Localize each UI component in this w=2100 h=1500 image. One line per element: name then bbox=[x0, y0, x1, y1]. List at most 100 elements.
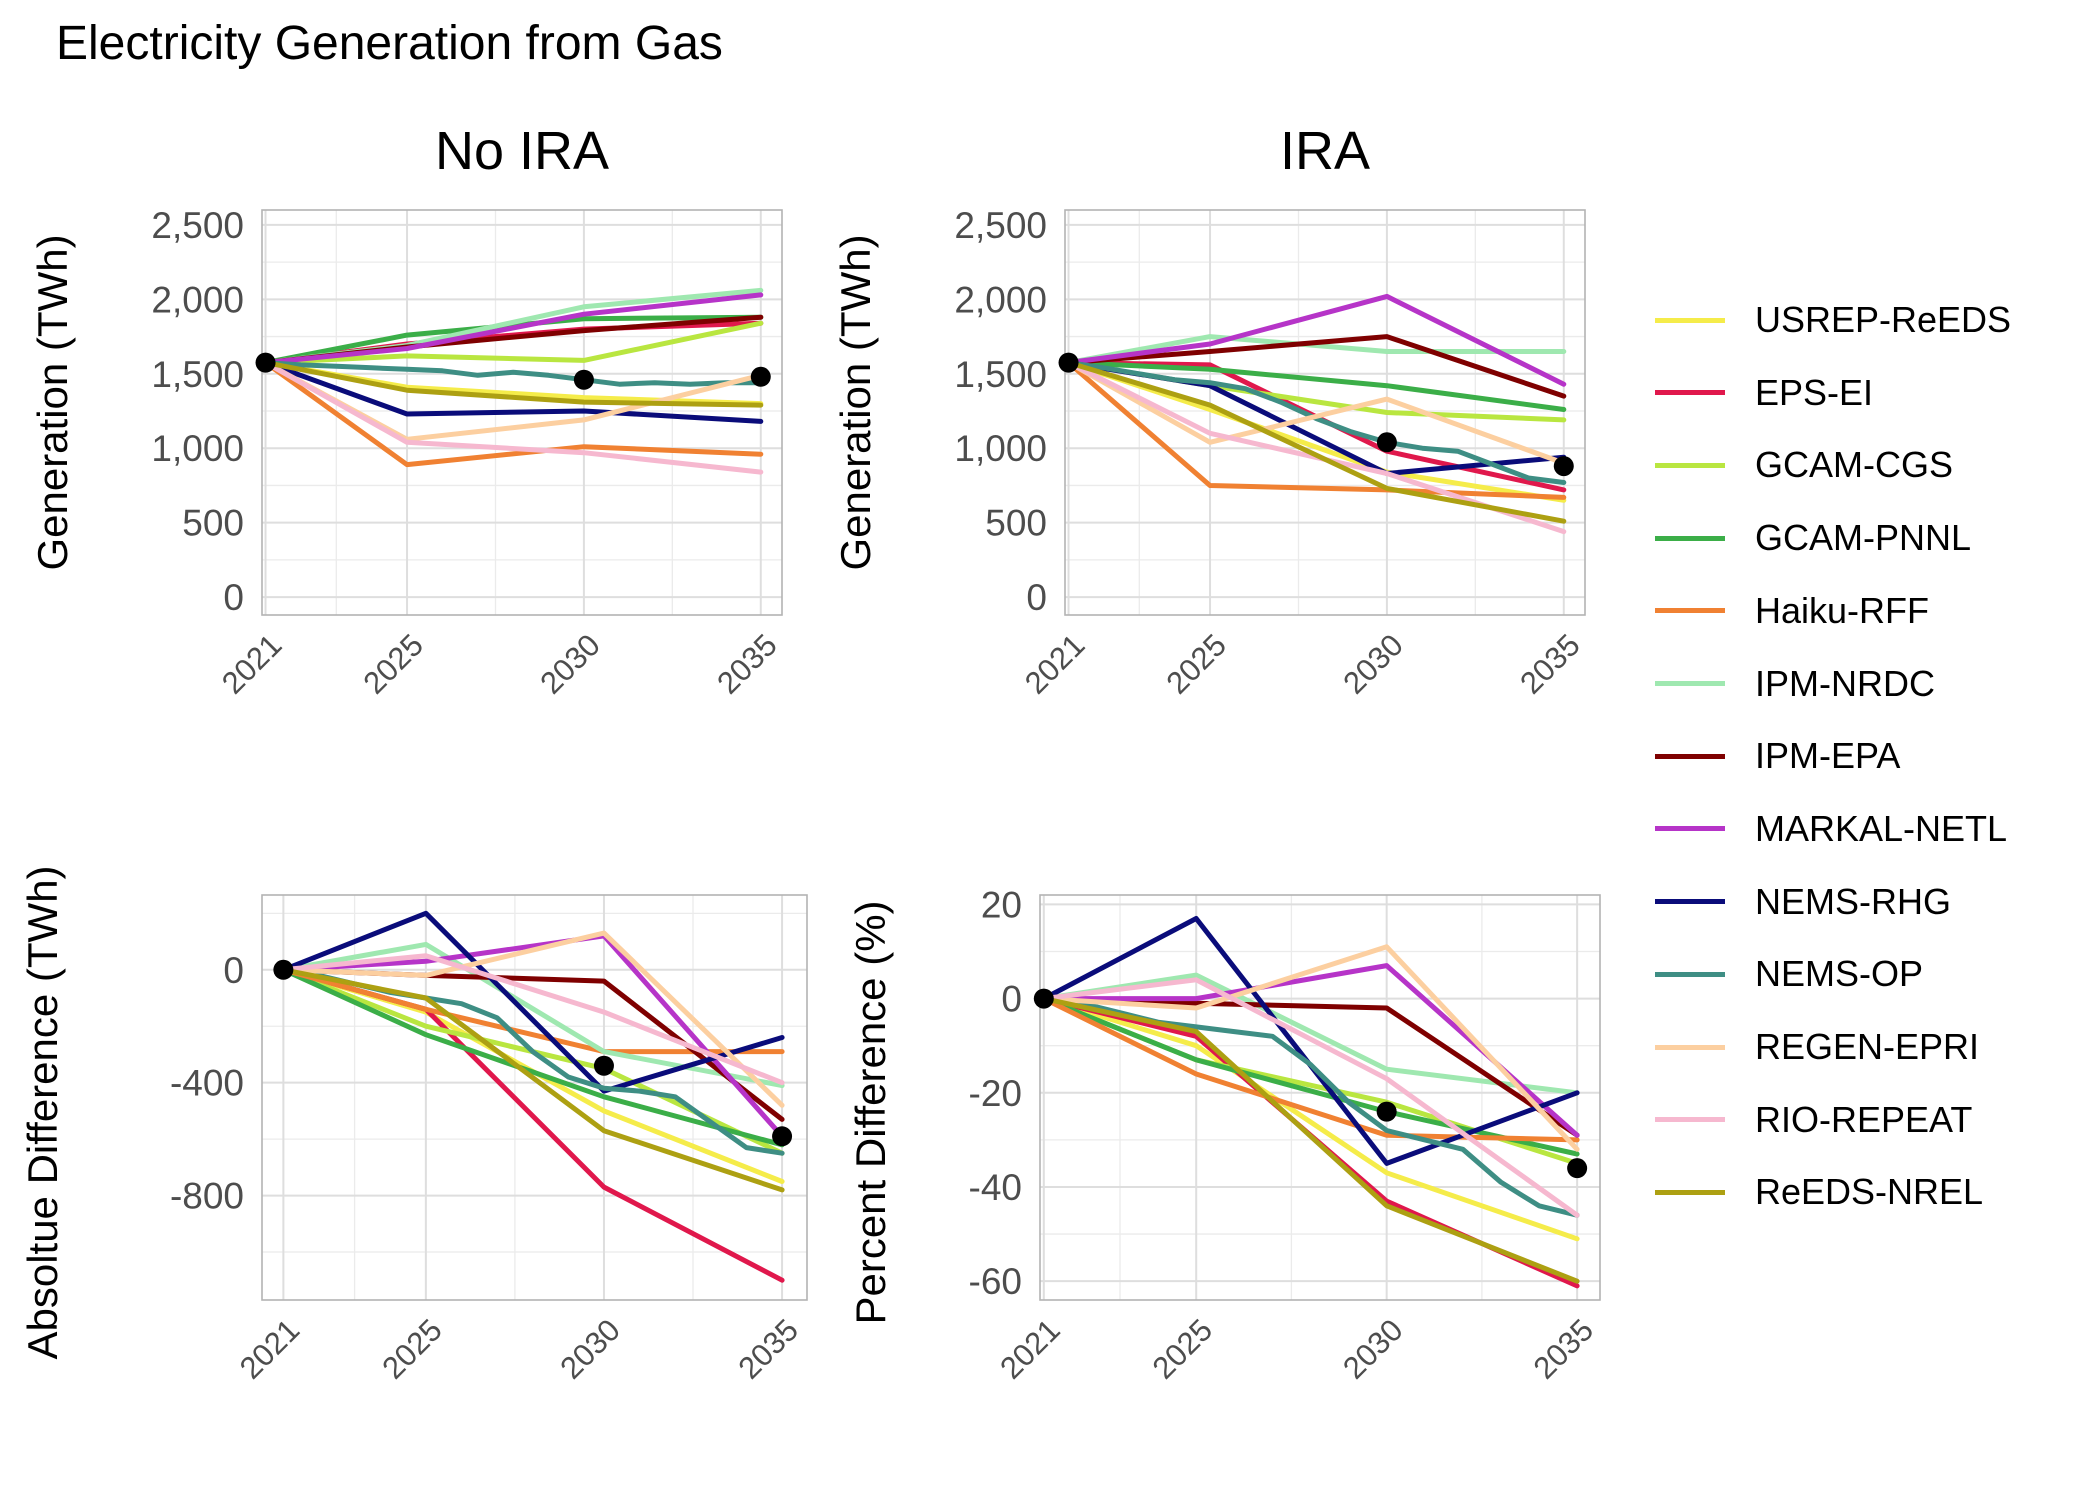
data-point bbox=[772, 1126, 793, 1147]
series-line-gcam-pnnl bbox=[1066, 360, 1567, 412]
series-line-haiku-rff bbox=[1041, 996, 1580, 1143]
series-line-rio-repeat bbox=[263, 360, 764, 475]
x-tick-label: 2035 bbox=[710, 627, 784, 701]
legend-item-usrep-reeds: USREP-ReEDS bbox=[1655, 299, 2012, 340]
x-tick-label: 2021 bbox=[233, 1312, 307, 1386]
series-line-haiku-rff bbox=[263, 360, 764, 468]
facet-title-ira: IRA bbox=[1279, 121, 1371, 181]
facet-title-no-ira: No IRA bbox=[434, 121, 610, 181]
series-line-ipm-epa bbox=[1066, 334, 1567, 399]
chart-percent-difference: -60 -40 -20 0 20 2021 2025 2030 2035 Percent Diff… bbox=[847, 884, 1601, 1386]
legend-item-nems-op: NEMS-OP bbox=[1655, 953, 1923, 994]
y-tick-label: 2,000 bbox=[954, 279, 1047, 320]
legend-item-ipm-nrdc: IPM-NRDC bbox=[1655, 662, 1935, 704]
y-tick-label: -800 bbox=[170, 1176, 244, 1217]
y-axis-label: Percent Difference (%) bbox=[847, 900, 894, 1324]
legend-label: GCAM-PNNL bbox=[1755, 517, 1972, 559]
series-line-nems-op bbox=[263, 360, 764, 387]
plot-background bbox=[1040, 895, 1600, 1300]
data-point bbox=[1376, 432, 1397, 453]
legend-key bbox=[1655, 462, 1725, 468]
legend-key bbox=[1655, 1117, 1725, 1123]
y-tick-label: 1,500 bbox=[954, 354, 1047, 395]
legend-key bbox=[1655, 681, 1725, 686]
legend-key bbox=[1655, 826, 1725, 832]
legend-label: ReEDS-NREL bbox=[1755, 1171, 1984, 1213]
y-tick-label: 1,000 bbox=[954, 428, 1047, 469]
legend-key bbox=[1655, 317, 1725, 323]
legend-label: RIO-REPEAT bbox=[1755, 1098, 1973, 1140]
legend-item-haiku-rff: Haiku-RFF bbox=[1655, 590, 1929, 631]
series-line-regen-epri bbox=[1041, 944, 1580, 1152]
y-tick-label: 20 bbox=[981, 884, 1022, 925]
x-tick-label: 2030 bbox=[553, 1312, 627, 1386]
series-line-reeds-nrel bbox=[1066, 360, 1567, 524]
x-tick-label: 2035 bbox=[1527, 1312, 1601, 1386]
legend-label: IPM-NRDC bbox=[1755, 662, 1935, 704]
legend-item-gcam-pnnl: GCAM-PNNL bbox=[1655, 517, 1972, 559]
page-title: Electricity Generation from Gas bbox=[56, 17, 723, 70]
legend-label: IPM-EPA bbox=[1755, 735, 1901, 777]
series-line-ipm-nrdc bbox=[280, 941, 785, 1088]
data-point bbox=[750, 366, 771, 387]
legend-label: GCAM-CGS bbox=[1755, 444, 1953, 486]
y-tick-label: 2,500 bbox=[954, 205, 1047, 246]
panel-absolute-difference: -800 -400 0 2021 2025 2030 2035 Absoltue Differ… bbox=[0, 860, 830, 1425]
y-tick-label: -20 bbox=[969, 1073, 1022, 1114]
y-tick-label: 500 bbox=[985, 503, 1047, 544]
legend-key bbox=[1655, 390, 1725, 396]
legend-key bbox=[1655, 535, 1725, 541]
data-point bbox=[1033, 988, 1054, 1009]
legend-label: USREP-ReEDS bbox=[1755, 299, 2012, 340]
series-line-usrep-reeds bbox=[1041, 996, 1580, 1242]
legend-label: EPS-EI bbox=[1755, 371, 1874, 413]
x-tick-label: 2030 bbox=[1336, 627, 1410, 701]
y-tick-label: 2,500 bbox=[151, 205, 244, 246]
legend-label: MARKAL-NETL bbox=[1755, 807, 2008, 849]
x-tick-label: 2030 bbox=[1336, 1312, 1410, 1386]
x-tick-label: 2025 bbox=[375, 1312, 449, 1386]
legend-key bbox=[1655, 753, 1725, 759]
data-point bbox=[1567, 1158, 1588, 1179]
series-line-markal-netl bbox=[263, 292, 764, 366]
y-tick-label: 0 bbox=[1001, 979, 1022, 1020]
legend-item-eps-ei: EPS-EI bbox=[1655, 371, 1874, 413]
legend-label: REGEN-EPRI bbox=[1755, 1026, 1980, 1067]
x-tick-label: 2035 bbox=[1513, 627, 1587, 701]
data-point bbox=[593, 1055, 614, 1076]
series-line-gcam-cgs bbox=[263, 320, 764, 366]
series-line-regen-epri bbox=[1066, 360, 1567, 466]
series-line-regen-epri bbox=[280, 930, 785, 1108]
x-tick-label: 2025 bbox=[1146, 1312, 1220, 1386]
x-tick-label: 2025 bbox=[356, 627, 430, 701]
series-lines bbox=[1066, 293, 1567, 535]
y-tick-label: -40 bbox=[969, 1167, 1022, 1208]
legend-item-regen-epri: REGEN-EPRI bbox=[1655, 1026, 1980, 1067]
chart-ira-generation: 0 500 1,000 1,500 2,000 2,500 2021 2025 2030 2035… bbox=[832, 205, 1587, 701]
series-line-rio-repeat bbox=[1041, 977, 1580, 1218]
y-tick-label: 500 bbox=[182, 503, 244, 544]
x-tick-label: 2021 bbox=[993, 1312, 1067, 1386]
legend-key bbox=[1655, 971, 1725, 977]
panel-ira-generation: 0 500 1,000 1,500 2,000 2,500 2021 2025 2030 2035… bbox=[800, 180, 1600, 705]
data-point bbox=[1553, 456, 1574, 477]
y-tick-label: 0 bbox=[223, 950, 244, 991]
y-tick-label: 1,000 bbox=[151, 428, 244, 469]
x-tick-label: 2021 bbox=[1018, 627, 1092, 701]
chart-no-ira-generation: 0 500 1,000 1,500 2,000 2,500 2021 2025 2030 2035… bbox=[29, 205, 784, 701]
y-axis-label: Generation (TWh) bbox=[29, 234, 76, 570]
y-tick-label: -400 bbox=[170, 1063, 244, 1104]
data-point bbox=[1376, 1101, 1397, 1122]
legend-item-gcam-cgs: GCAM-CGS bbox=[1655, 444, 1953, 486]
y-tick-label: 1,500 bbox=[151, 354, 244, 395]
series-line-rio-repeat bbox=[280, 953, 785, 1086]
x-tick-label: 2025 bbox=[1159, 627, 1233, 701]
series-line-markal-netl bbox=[280, 933, 785, 1139]
series-lines bbox=[280, 910, 785, 1283]
series-line-markal-netl bbox=[1066, 293, 1567, 387]
panel-border bbox=[1064, 209, 1586, 616]
series-line-reeds-nrel bbox=[1041, 996, 1580, 1284]
plot-background bbox=[262, 895, 807, 1300]
y-tick-label: 0 bbox=[1026, 577, 1047, 618]
data-point bbox=[273, 959, 294, 980]
